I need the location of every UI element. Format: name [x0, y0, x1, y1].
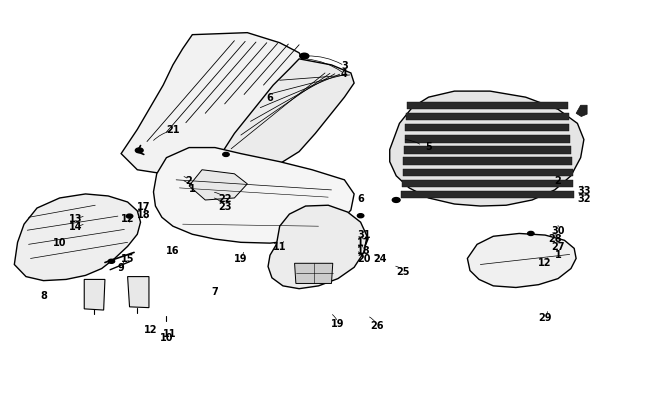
Text: 12: 12: [121, 213, 135, 224]
Polygon shape: [406, 114, 569, 121]
Polygon shape: [576, 106, 587, 117]
Polygon shape: [406, 103, 567, 110]
Text: 17: 17: [357, 238, 370, 248]
Polygon shape: [14, 194, 140, 281]
Polygon shape: [404, 147, 571, 154]
Text: 2: 2: [186, 175, 192, 185]
Polygon shape: [467, 234, 576, 288]
Circle shape: [135, 149, 143, 153]
Text: 16: 16: [166, 246, 179, 256]
Circle shape: [528, 232, 534, 236]
Polygon shape: [403, 158, 572, 165]
Text: 31: 31: [357, 230, 370, 240]
Polygon shape: [405, 125, 569, 132]
Text: 26: 26: [370, 320, 384, 330]
Text: 28: 28: [548, 234, 562, 244]
Polygon shape: [84, 280, 105, 310]
Polygon shape: [189, 171, 248, 200]
Text: 1: 1: [189, 183, 196, 194]
Text: 5: 5: [425, 141, 432, 151]
Text: 6: 6: [358, 194, 364, 203]
Text: 1: 1: [554, 250, 562, 260]
Text: 23: 23: [218, 202, 231, 211]
Text: 19: 19: [332, 318, 344, 328]
Polygon shape: [390, 92, 584, 207]
Text: 3: 3: [341, 61, 348, 71]
Polygon shape: [121, 34, 306, 174]
Text: 33: 33: [577, 185, 591, 196]
Circle shape: [358, 214, 364, 218]
Text: 24: 24: [373, 254, 387, 264]
Text: 2: 2: [554, 175, 562, 185]
Text: 18: 18: [137, 209, 151, 220]
Text: 29: 29: [538, 312, 552, 322]
Text: 11: 11: [273, 242, 287, 252]
Text: 11: 11: [163, 328, 176, 338]
Text: 21: 21: [166, 125, 179, 135]
Text: 7: 7: [212, 286, 218, 296]
Polygon shape: [404, 136, 570, 143]
Text: 9: 9: [118, 262, 125, 272]
Polygon shape: [294, 264, 333, 284]
Text: 25: 25: [396, 266, 410, 276]
Text: 14: 14: [69, 222, 83, 232]
Text: 10: 10: [160, 332, 173, 342]
Text: 13: 13: [69, 213, 83, 224]
Circle shape: [393, 198, 400, 203]
Text: 8: 8: [40, 290, 47, 300]
Text: 12: 12: [144, 324, 157, 334]
Polygon shape: [401, 191, 574, 198]
Text: 18: 18: [357, 246, 370, 256]
Text: 17: 17: [137, 202, 151, 211]
Polygon shape: [153, 148, 354, 243]
Circle shape: [108, 260, 114, 264]
Text: 15: 15: [121, 254, 135, 264]
Text: 19: 19: [234, 254, 248, 264]
Polygon shape: [268, 206, 367, 289]
Text: 4: 4: [341, 69, 348, 79]
Polygon shape: [222, 60, 354, 170]
Circle shape: [126, 215, 133, 219]
Text: 12: 12: [538, 258, 552, 268]
Circle shape: [223, 153, 229, 157]
Polygon shape: [127, 277, 149, 308]
Text: 6: 6: [266, 93, 274, 103]
Text: 20: 20: [357, 254, 370, 264]
Text: 10: 10: [53, 238, 66, 248]
Text: 32: 32: [577, 194, 591, 203]
Polygon shape: [402, 169, 573, 176]
Text: 30: 30: [551, 226, 565, 236]
Text: 22: 22: [218, 194, 231, 203]
Polygon shape: [402, 180, 573, 188]
Circle shape: [300, 54, 309, 60]
Text: 27: 27: [551, 242, 565, 252]
